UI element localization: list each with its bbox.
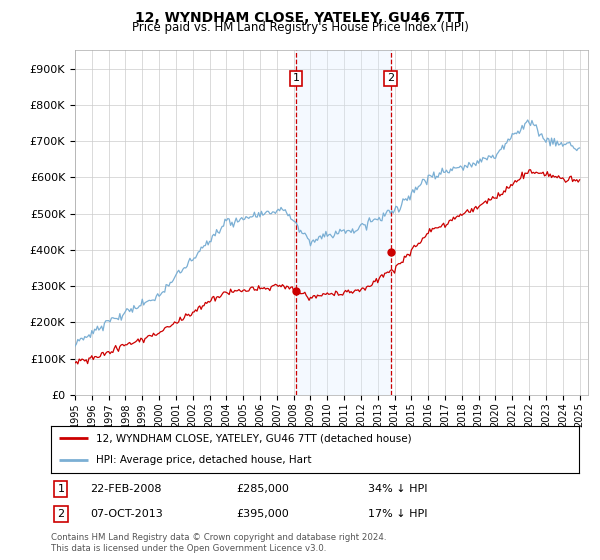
- Text: 12, WYNDHAM CLOSE, YATELEY, GU46 7TT (detached house): 12, WYNDHAM CLOSE, YATELEY, GU46 7TT (de…: [96, 433, 412, 444]
- Text: HPI: Average price, detached house, Hart: HPI: Average price, detached house, Hart: [96, 455, 311, 465]
- Text: Price paid vs. HM Land Registry's House Price Index (HPI): Price paid vs. HM Land Registry's House …: [131, 21, 469, 34]
- Text: 07-OCT-2013: 07-OCT-2013: [91, 509, 163, 519]
- Text: 2: 2: [387, 73, 394, 83]
- Text: 1: 1: [292, 73, 299, 83]
- Text: 1: 1: [58, 484, 64, 494]
- Text: £285,000: £285,000: [236, 484, 289, 494]
- Text: £395,000: £395,000: [236, 509, 289, 519]
- Text: 22-FEB-2008: 22-FEB-2008: [91, 484, 162, 494]
- Text: 12, WYNDHAM CLOSE, YATELEY, GU46 7TT: 12, WYNDHAM CLOSE, YATELEY, GU46 7TT: [136, 11, 464, 25]
- Text: Contains HM Land Registry data © Crown copyright and database right 2024.
This d: Contains HM Land Registry data © Crown c…: [51, 533, 386, 553]
- Text: 34% ↓ HPI: 34% ↓ HPI: [368, 484, 427, 494]
- Text: 2: 2: [58, 509, 64, 519]
- Text: 17% ↓ HPI: 17% ↓ HPI: [368, 509, 427, 519]
- Bar: [296, 50, 391, 395]
